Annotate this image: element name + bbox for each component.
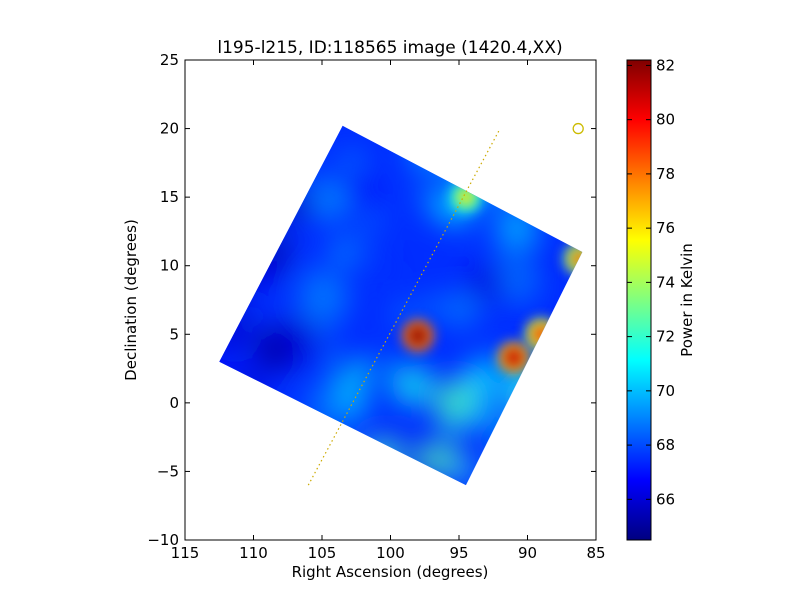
chart-title: l195-l215, ID:118565 image (1420.4,XX) bbox=[217, 38, 562, 58]
colorbar-tick-label: 72 bbox=[656, 328, 675, 346]
colorbar: 66 68 70 72 74 76 78 80 82 Power in Kelvin bbox=[626, 56, 696, 541]
x-axis: 115 110 105 100 95 90 85 bbox=[171, 60, 606, 562]
y-tick-label: 20 bbox=[160, 120, 179, 138]
y-tick-label: 15 bbox=[160, 188, 179, 206]
x-axis-label: Right Ascension (degrees) bbox=[292, 563, 489, 581]
x-tick-label: 115 bbox=[171, 544, 200, 562]
colorbar-tick-label: 78 bbox=[656, 165, 675, 183]
y-tick-label: −5 bbox=[157, 462, 179, 480]
source-3 bbox=[525, 318, 558, 351]
x-tick-label: 95 bbox=[449, 544, 468, 562]
y-tick-label: 5 bbox=[169, 325, 179, 343]
x-tick-label: 90 bbox=[518, 544, 537, 562]
x-tick-label: 110 bbox=[239, 544, 268, 562]
source-4 bbox=[563, 242, 583, 275]
source-1 bbox=[401, 319, 434, 352]
colorbar-tick-label: 68 bbox=[656, 436, 675, 454]
x-tick-label: 85 bbox=[586, 544, 605, 562]
x-tick-label: 100 bbox=[376, 544, 405, 562]
source-2 bbox=[497, 341, 530, 374]
colorbar-tick-label: 66 bbox=[656, 490, 675, 508]
y-tick-label: 0 bbox=[169, 394, 179, 412]
y-axis-label: Declination (degrees) bbox=[122, 219, 140, 381]
y-axis: 25 20 15 10 5 0 −5 −10 bbox=[147, 51, 596, 549]
colorbar-gradient bbox=[626, 59, 652, 541]
y-tick-label: −10 bbox=[147, 531, 179, 549]
heatmap-image bbox=[219, 125, 583, 486]
x-tick-label: 105 bbox=[308, 544, 337, 562]
colorbar-tick-label: 74 bbox=[656, 273, 675, 291]
colorbar-tick-label: 76 bbox=[656, 219, 675, 237]
colorbar-tick-label: 82 bbox=[656, 56, 675, 74]
colorbar-label: Power in Kelvin bbox=[678, 243, 696, 357]
colorbar-tick-label: 80 bbox=[656, 111, 675, 129]
y-tick-label: 10 bbox=[160, 257, 179, 275]
y-tick-label: 25 bbox=[160, 51, 179, 69]
source-5 bbox=[449, 181, 482, 214]
colorbar-tick-label: 70 bbox=[656, 382, 675, 400]
position-marker bbox=[572, 122, 584, 135]
